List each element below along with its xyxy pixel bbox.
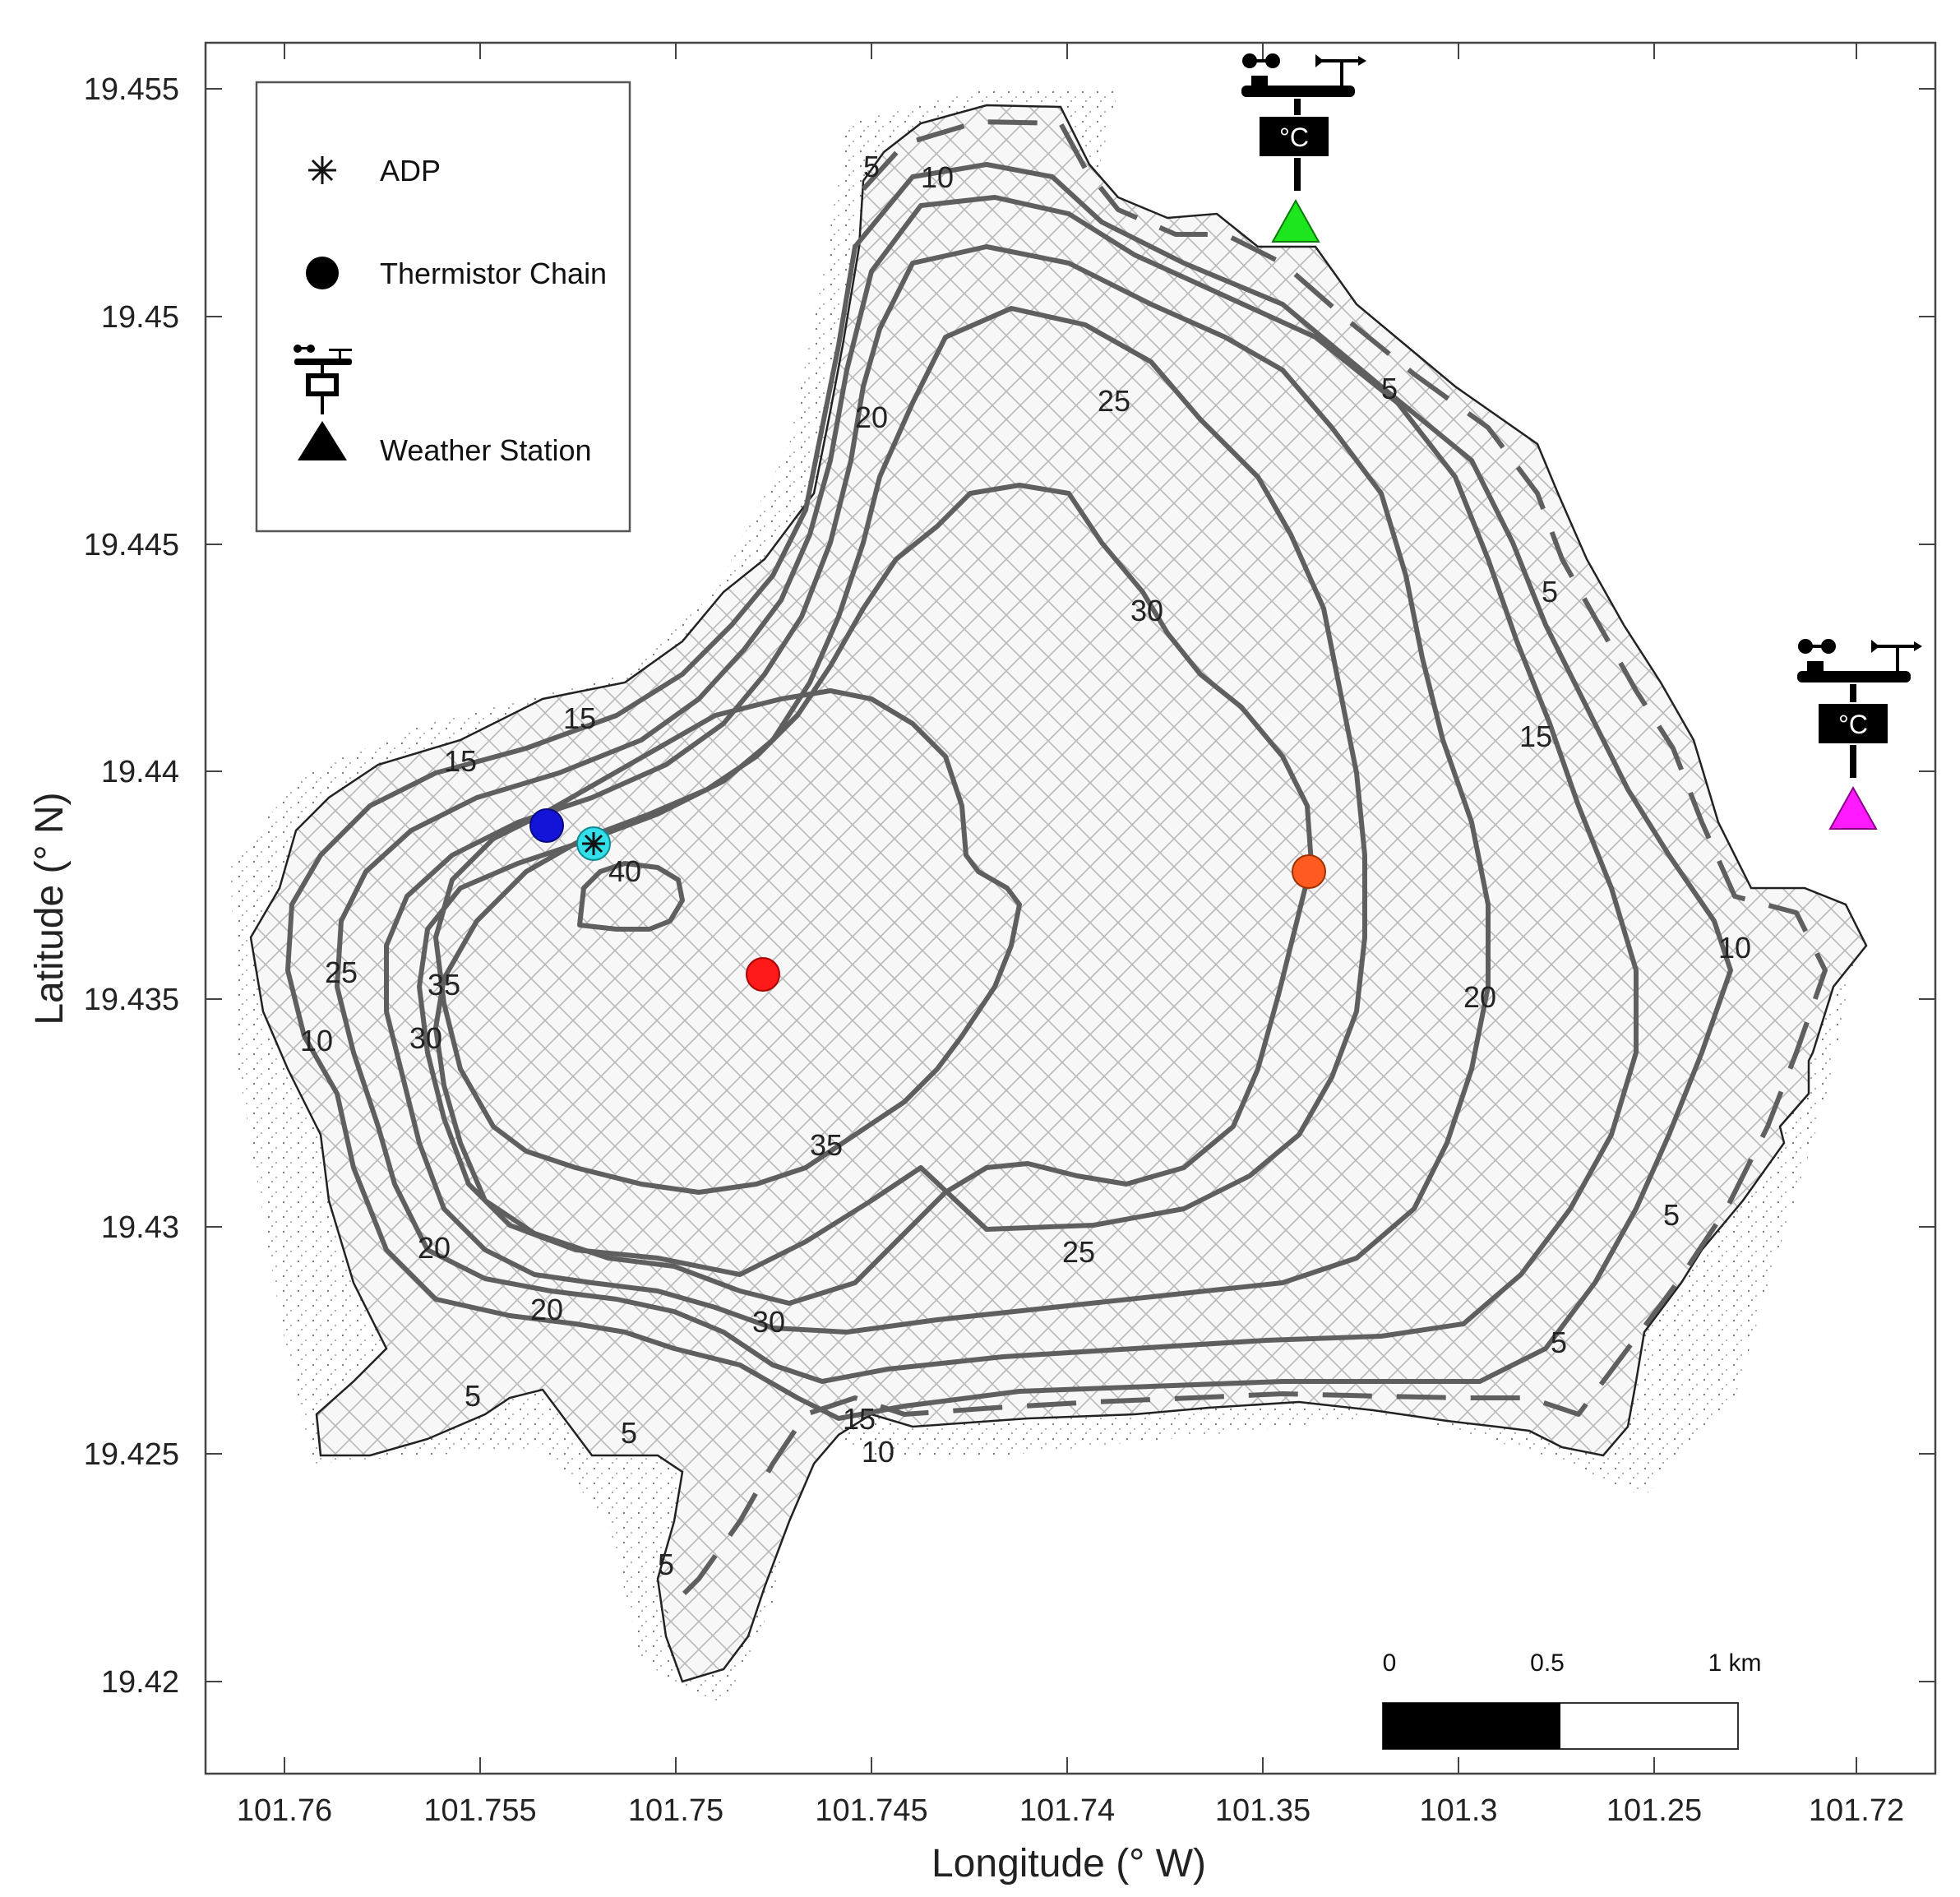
legend-label-adp: ADP: [380, 154, 441, 187]
legend-asterisk-icon: [308, 156, 336, 184]
thermistor-chain-orange[interactable]: [1292, 854, 1326, 889]
contour-label-15: 15: [1519, 719, 1552, 753]
y-tick-label: 19.44: [101, 755, 179, 789]
contour-label-10: 10: [862, 1435, 894, 1469]
contour-20: [384, 244, 1491, 1335]
contour-label-30: 30: [752, 1305, 785, 1339]
y-axis-label: Latitude (° N): [28, 792, 72, 1025]
thermometer-icon: [1819, 704, 1888, 743]
weather-station-triangle-green: [1271, 198, 1320, 243]
contour-label-5: 5: [658, 1548, 674, 1581]
contour-label-40: 40: [608, 854, 641, 888]
axis-ticks: [206, 43, 1935, 1774]
weather-station-unit: °C: [1279, 123, 1309, 152]
contour-label-30: 30: [1130, 594, 1163, 627]
contour-label-35: 35: [810, 1128, 843, 1162]
contour-label-20: 20: [1463, 980, 1496, 1014]
contour-label-15: 15: [563, 701, 596, 735]
contour-label-25: 25: [1062, 1235, 1095, 1269]
x-tick-label: 101.74: [1019, 1793, 1115, 1828]
contour-label-5: 5: [1551, 1326, 1567, 1359]
contour-40: [577, 861, 685, 932]
y-tick-label: 19.425: [84, 1437, 179, 1472]
contour-label-10: 10: [300, 1024, 333, 1057]
contour-label-20: 20: [418, 1231, 451, 1265]
contour-label-15: 15: [843, 1402, 876, 1436]
contour-label-25: 25: [1098, 384, 1130, 418]
y-tick-label: 19.445: [84, 528, 179, 562]
contour-label-5: 5: [1542, 575, 1558, 608]
weather-station-north[interactable]: °C: [1241, 53, 1366, 243]
contour-label-5: 5: [465, 1379, 481, 1413]
legend-weather-station-icon: [294, 345, 352, 460]
y-tick-labels: 19.455 19.45 19.445 19.44 19.435 19.43 1…: [84, 72, 179, 1700]
x-tick-label: 101.75: [628, 1793, 723, 1828]
y-tick-label: 19.455: [84, 72, 179, 107]
scale-label-1km: 1 km: [1708, 1649, 1761, 1677]
contour-25: [417, 306, 1367, 1277]
contour-label-5: 5: [863, 150, 880, 183]
anemometer-icon: [1797, 639, 1922, 682]
x-tick-label: 101.72: [1809, 1793, 1904, 1828]
x-tick-label: 101.35: [1215, 1793, 1311, 1828]
depth-contours: [285, 119, 1828, 1614]
weather-station-east[interactable]: °C: [1797, 639, 1922, 830]
contour-label-5: 5: [621, 1416, 637, 1450]
y-tick-label: 19.42: [101, 1665, 179, 1700]
thermometer-icon: [1260, 117, 1329, 156]
scale-label-half: 0.5: [1530, 1649, 1565, 1677]
x-tick-label: 101.755: [423, 1793, 536, 1828]
contour-label-20: 20: [855, 400, 888, 434]
contour-label-35: 35: [428, 968, 460, 1002]
contour-labels: 5 10 5 5 25 20 30 15 15 15 40 10 25 35 2…: [300, 150, 1751, 1581]
x-tick-labels: 101.76 101.755 101.75 101.745 101.74 101…: [237, 1793, 1904, 1828]
adp-asterisk-icon: [582, 832, 605, 855]
contour-label-15: 15: [444, 744, 477, 778]
map-area: 5 10 5 5 25 20 30 15 15 15 40 10 25 35 2…: [230, 90, 1868, 1710]
x-axis-label: Longitude (° W): [931, 1842, 1206, 1885]
contour-35: [433, 688, 1022, 1195]
scale-bar: 0 0.5 1 km: [1382, 1649, 1762, 1750]
contour-5: [663, 119, 1828, 1614]
contour-label-5: 5: [1663, 1198, 1680, 1232]
x-tick-label: 101.3: [1419, 1793, 1497, 1828]
contour-label-20: 20: [530, 1293, 563, 1326]
weather-station-triangle-magenta: [1828, 785, 1878, 830]
y-tick-label: 19.435: [84, 983, 179, 1017]
x-tick-label: 101.745: [815, 1793, 927, 1828]
contour-label-30: 30: [409, 1021, 442, 1055]
legend-label-thermistor: Thermistor Chain: [380, 257, 607, 290]
contour-15: [335, 195, 1639, 1384]
contour-label-10: 10: [1718, 931, 1751, 965]
x-tick-label: 101.25: [1606, 1793, 1702, 1828]
legend-label-weather-station: Weather Station: [380, 433, 591, 467]
x-tick-label: 101.76: [237, 1793, 332, 1828]
legend-circle-icon: [306, 257, 339, 289]
thermistor-chain-blue[interactable]: [529, 808, 564, 843]
anemometer-icon: [1241, 53, 1366, 97]
thermistor-chain-red[interactable]: [746, 957, 780, 992]
contour-label-25: 25: [325, 955, 358, 989]
contour-10: [285, 162, 1733, 1421]
y-tick-label: 19.45: [101, 300, 179, 335]
legend: ADP Thermistor Chain Weather Station: [255, 81, 631, 533]
y-tick-label: 19.43: [101, 1210, 179, 1245]
contour-label-10: 10: [921, 160, 954, 194]
scale-label-0: 0: [1383, 1649, 1397, 1677]
weather-station-unit: °C: [1838, 710, 1868, 739]
contour-30: [433, 483, 1314, 1306]
contour-label-5: 5: [1381, 372, 1398, 405]
